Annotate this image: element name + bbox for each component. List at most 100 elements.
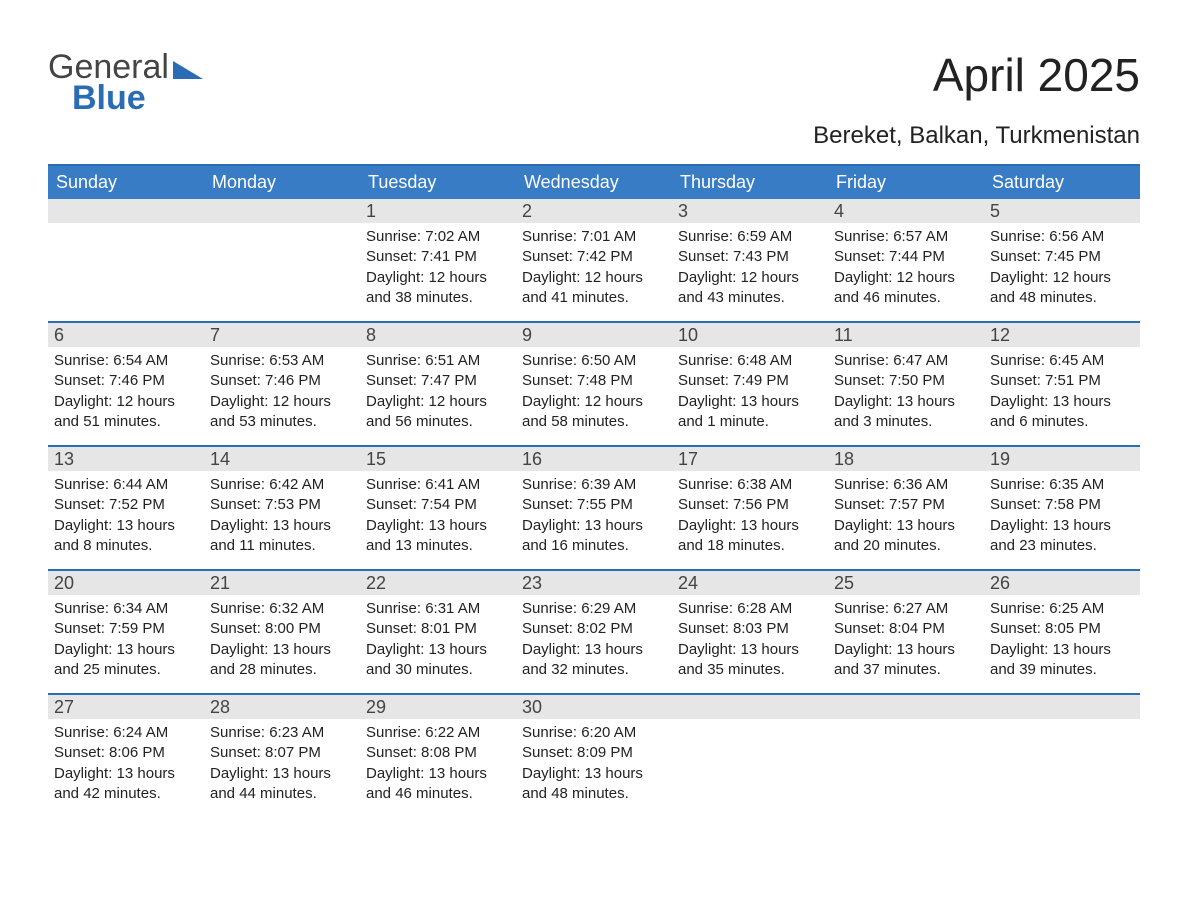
calendar-cell: 15Sunrise: 6:41 AMSunset: 7:54 PMDayligh… [360, 447, 516, 569]
calendar-cell [672, 695, 828, 817]
calendar-cell: 11Sunrise: 6:47 AMSunset: 7:50 PMDayligh… [828, 323, 984, 445]
sunset-text: Sunset: 8:05 PM [990, 619, 1134, 639]
sunset-text: Sunset: 8:00 PM [210, 619, 354, 639]
daylight-text: Daylight: 13 hours and 11 minutes. [210, 516, 354, 557]
sunset-text: Sunset: 7:51 PM [990, 371, 1134, 391]
sunrise-text: Sunrise: 6:35 AM [990, 475, 1134, 495]
calendar-cell: 13Sunrise: 6:44 AMSunset: 7:52 PMDayligh… [48, 447, 204, 569]
cell-body: Sunrise: 6:31 AMSunset: 8:01 PMDaylight:… [360, 595, 516, 688]
day-number: 2 [516, 199, 672, 223]
sunset-text: Sunset: 7:56 PM [678, 495, 822, 515]
sunrise-text: Sunrise: 6:24 AM [54, 723, 198, 743]
sunset-text: Sunset: 7:59 PM [54, 619, 198, 639]
cell-body: Sunrise: 6:54 AMSunset: 7:46 PMDaylight:… [48, 347, 204, 440]
header: General Blue April 2025 [48, 48, 1140, 118]
cell-body: Sunrise: 6:27 AMSunset: 8:04 PMDaylight:… [828, 595, 984, 688]
day-number: 21 [204, 571, 360, 595]
calendar-cell: 27Sunrise: 6:24 AMSunset: 8:06 PMDayligh… [48, 695, 204, 817]
sunset-text: Sunset: 7:45 PM [990, 247, 1134, 267]
calendar-cell: 19Sunrise: 6:35 AMSunset: 7:58 PMDayligh… [984, 447, 1140, 569]
day-header: Thursday [672, 166, 828, 199]
sunrise-text: Sunrise: 6:27 AM [834, 599, 978, 619]
day-number [984, 695, 1140, 719]
cell-body: Sunrise: 6:44 AMSunset: 7:52 PMDaylight:… [48, 471, 204, 564]
sunrise-text: Sunrise: 6:31 AM [366, 599, 510, 619]
week-row: 1Sunrise: 7:02 AMSunset: 7:41 PMDaylight… [48, 199, 1140, 321]
sunset-text: Sunset: 7:58 PM [990, 495, 1134, 515]
sunrise-text: Sunrise: 6:38 AM [678, 475, 822, 495]
calendar-cell: 21Sunrise: 6:32 AMSunset: 8:00 PMDayligh… [204, 571, 360, 693]
cell-body: Sunrise: 6:25 AMSunset: 8:05 PMDaylight:… [984, 595, 1140, 688]
calendar-cell: 5Sunrise: 6:56 AMSunset: 7:45 PMDaylight… [984, 199, 1140, 321]
cell-body: Sunrise: 6:56 AMSunset: 7:45 PMDaylight:… [984, 223, 1140, 316]
calendar-cell: 29Sunrise: 6:22 AMSunset: 8:08 PMDayligh… [360, 695, 516, 817]
calendar-cell: 3Sunrise: 6:59 AMSunset: 7:43 PMDaylight… [672, 199, 828, 321]
cell-body [984, 719, 1140, 799]
day-number: 22 [360, 571, 516, 595]
daylight-text: Daylight: 13 hours and 20 minutes. [834, 516, 978, 557]
day-number: 16 [516, 447, 672, 471]
sunrise-text: Sunrise: 6:20 AM [522, 723, 666, 743]
sunrise-text: Sunrise: 6:56 AM [990, 227, 1134, 247]
cell-body: Sunrise: 6:53 AMSunset: 7:46 PMDaylight:… [204, 347, 360, 440]
calendar-cell: 8Sunrise: 6:51 AMSunset: 7:47 PMDaylight… [360, 323, 516, 445]
day-number: 23 [516, 571, 672, 595]
daylight-text: Daylight: 13 hours and 23 minutes. [990, 516, 1134, 557]
calendar-cell: 10Sunrise: 6:48 AMSunset: 7:49 PMDayligh… [672, 323, 828, 445]
logo-text-blue: Blue [72, 79, 203, 118]
daylight-text: Daylight: 13 hours and 6 minutes. [990, 392, 1134, 433]
daylight-text: Daylight: 12 hours and 46 minutes. [834, 268, 978, 309]
sunrise-text: Sunrise: 6:29 AM [522, 599, 666, 619]
week-row: 27Sunrise: 6:24 AMSunset: 8:06 PMDayligh… [48, 693, 1140, 817]
cell-body: Sunrise: 6:32 AMSunset: 8:00 PMDaylight:… [204, 595, 360, 688]
daylight-text: Daylight: 13 hours and 1 minute. [678, 392, 822, 433]
sunrise-text: Sunrise: 7:01 AM [522, 227, 666, 247]
page-title: April 2025 [933, 48, 1140, 102]
daylight-text: Daylight: 13 hours and 8 minutes. [54, 516, 198, 557]
calendar-cell: 9Sunrise: 6:50 AMSunset: 7:48 PMDaylight… [516, 323, 672, 445]
sunset-text: Sunset: 8:03 PM [678, 619, 822, 639]
day-header: Tuesday [360, 166, 516, 199]
cell-body: Sunrise: 6:34 AMSunset: 7:59 PMDaylight:… [48, 595, 204, 688]
daylight-text: Daylight: 13 hours and 18 minutes. [678, 516, 822, 557]
day-number: 29 [360, 695, 516, 719]
sunrise-text: Sunrise: 7:02 AM [366, 227, 510, 247]
sunset-text: Sunset: 7:55 PM [522, 495, 666, 515]
sunrise-text: Sunrise: 6:25 AM [990, 599, 1134, 619]
cell-body: Sunrise: 6:50 AMSunset: 7:48 PMDaylight:… [516, 347, 672, 440]
calendar-cell: 2Sunrise: 7:01 AMSunset: 7:42 PMDaylight… [516, 199, 672, 321]
logo: General Blue [48, 48, 203, 118]
cell-body: Sunrise: 6:22 AMSunset: 8:08 PMDaylight:… [360, 719, 516, 812]
sunrise-text: Sunrise: 6:41 AM [366, 475, 510, 495]
calendar-cell: 16Sunrise: 6:39 AMSunset: 7:55 PMDayligh… [516, 447, 672, 569]
week-row: 6Sunrise: 6:54 AMSunset: 7:46 PMDaylight… [48, 321, 1140, 445]
cell-body: Sunrise: 6:42 AMSunset: 7:53 PMDaylight:… [204, 471, 360, 564]
calendar-cell [204, 199, 360, 321]
day-number: 10 [672, 323, 828, 347]
cell-body: Sunrise: 6:29 AMSunset: 8:02 PMDaylight:… [516, 595, 672, 688]
daylight-text: Daylight: 13 hours and 32 minutes. [522, 640, 666, 681]
cell-body: Sunrise: 7:01 AMSunset: 7:42 PMDaylight:… [516, 223, 672, 316]
sunset-text: Sunset: 8:01 PM [366, 619, 510, 639]
cell-body: Sunrise: 6:20 AMSunset: 8:09 PMDaylight:… [516, 719, 672, 812]
calendar-cell: 28Sunrise: 6:23 AMSunset: 8:07 PMDayligh… [204, 695, 360, 817]
day-number: 7 [204, 323, 360, 347]
sunset-text: Sunset: 7:46 PM [210, 371, 354, 391]
sunrise-text: Sunrise: 6:53 AM [210, 351, 354, 371]
daylight-text: Daylight: 12 hours and 58 minutes. [522, 392, 666, 433]
daylight-text: Daylight: 13 hours and 37 minutes. [834, 640, 978, 681]
daylight-text: Daylight: 12 hours and 38 minutes. [366, 268, 510, 309]
calendar-cell: 26Sunrise: 6:25 AMSunset: 8:05 PMDayligh… [984, 571, 1140, 693]
day-number: 8 [360, 323, 516, 347]
day-number [204, 199, 360, 223]
daylight-text: Daylight: 12 hours and 53 minutes. [210, 392, 354, 433]
sunset-text: Sunset: 7:54 PM [366, 495, 510, 515]
calendar-cell [48, 199, 204, 321]
day-number: 28 [204, 695, 360, 719]
day-number: 1 [360, 199, 516, 223]
cell-body: Sunrise: 6:39 AMSunset: 7:55 PMDaylight:… [516, 471, 672, 564]
day-number: 15 [360, 447, 516, 471]
sunset-text: Sunset: 7:48 PM [522, 371, 666, 391]
sunrise-text: Sunrise: 6:44 AM [54, 475, 198, 495]
day-header: Saturday [984, 166, 1140, 199]
